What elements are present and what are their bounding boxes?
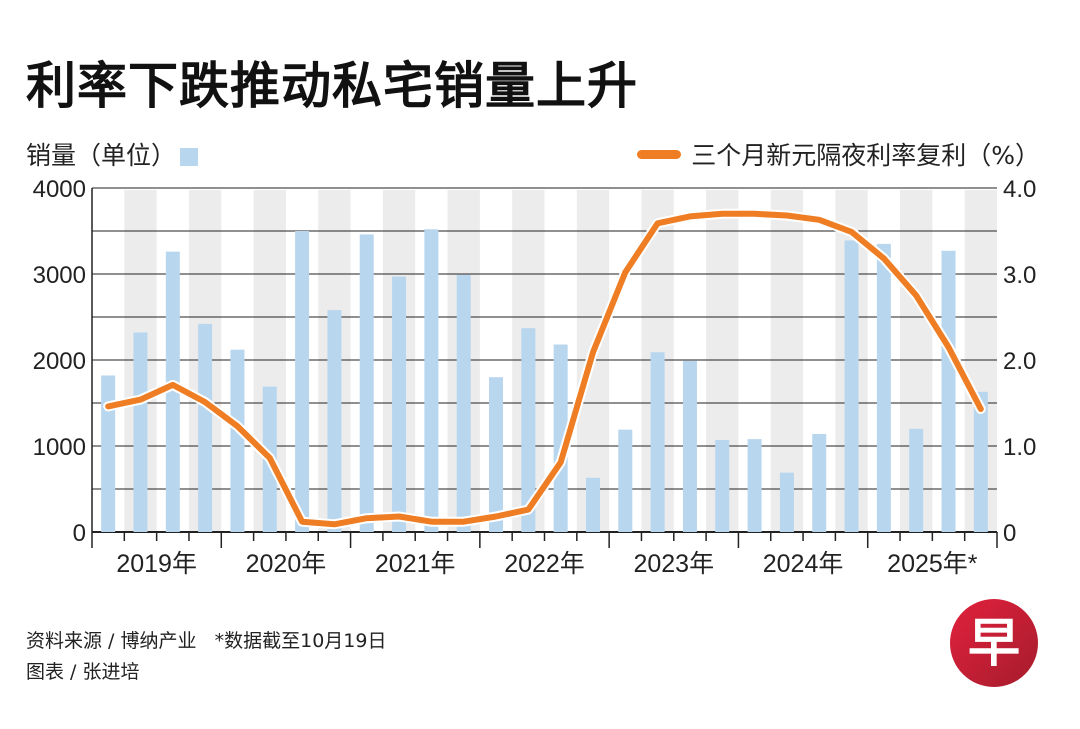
- sales-bar: [618, 429, 633, 532]
- sales-bar: [198, 323, 213, 532]
- sales-bar: [909, 428, 924, 532]
- footer-source-line: 资料来源 / 博纳产业 *数据截至10月19日: [26, 626, 386, 653]
- line-swatch-icon: [637, 149, 682, 159]
- sales-bar: [295, 231, 310, 532]
- chart-svg: 0 1000 2000 3000 4000 0 1.0 2.0 3.0 4.0 2019年 2020年…: [33, 176, 1037, 578]
- right-tick-label: 3.0: [1003, 262, 1036, 289]
- year-label: 2025年*: [887, 550, 978, 578]
- sales-bar: [941, 250, 956, 532]
- svg-text:早: 早: [968, 614, 1020, 674]
- left-tick-label: 3000: [33, 262, 86, 289]
- note-text: *数据截至10月19日: [214, 630, 387, 652]
- left-tick-label: 2000: [33, 348, 86, 375]
- year-label: 2019年: [116, 550, 197, 578]
- sales-bar: [715, 439, 730, 532]
- sales-bar: [747, 439, 762, 532]
- sales-bar: [456, 274, 471, 532]
- sales-bar: [133, 332, 148, 532]
- sales-bar: [973, 391, 988, 532]
- sales-bar: [424, 229, 439, 532]
- sales-bar: [553, 344, 568, 532]
- sales-bar: [585, 477, 600, 532]
- left-tick-label: 1000: [33, 434, 86, 461]
- sales-bar: [489, 377, 504, 532]
- sales-bar: [521, 328, 536, 532]
- right-tick-label: 0: [1003, 520, 1016, 547]
- right-tick-label: 4.0: [1003, 176, 1036, 203]
- rate-line: [105, 210, 984, 528]
- sales-bar: [230, 349, 245, 532]
- year-label: 2020年: [246, 550, 327, 578]
- legend-bars: 销量（单位）: [26, 136, 199, 172]
- bar-swatch-icon: [180, 148, 199, 166]
- sales-bar: [327, 310, 342, 532]
- zaobao-logo: 早: [950, 599, 1038, 687]
- sales-bar: [359, 234, 374, 532]
- chart-title: 利率下跌推动私宅销量上升: [26, 57, 638, 115]
- legend-line-label: 三个月新元隔夜利率复利（%）: [691, 141, 1040, 170]
- year-label: 2023年: [633, 550, 714, 578]
- sales-bar: [876, 243, 891, 532]
- left-tick-label: 0: [73, 520, 86, 547]
- credit-text: 图表 / 张进培: [26, 661, 140, 683]
- sales-bar: [101, 375, 116, 532]
- sales-bar: [650, 352, 665, 532]
- sales-bar: [779, 472, 794, 532]
- sales-bar: [165, 251, 180, 532]
- right-tick-label: 2.0: [1003, 348, 1036, 375]
- right-tick-label: 1.0: [1003, 434, 1036, 461]
- sales-bar: [812, 433, 827, 532]
- year-label: 2022年: [504, 550, 585, 578]
- sales-bar: [392, 276, 407, 532]
- source-text: 资料来源 / 博纳产业: [26, 630, 197, 652]
- sales-bar: [682, 360, 697, 532]
- legend-bars-label: 销量（单位）: [26, 141, 177, 170]
- sales-bar: [844, 240, 859, 532]
- year-label: 2021年: [375, 550, 456, 578]
- year-label: 2024年: [763, 550, 844, 578]
- left-tick-label: 4000: [33, 176, 86, 203]
- legend-line: 三个月新元隔夜利率复利（%）: [637, 136, 1040, 172]
